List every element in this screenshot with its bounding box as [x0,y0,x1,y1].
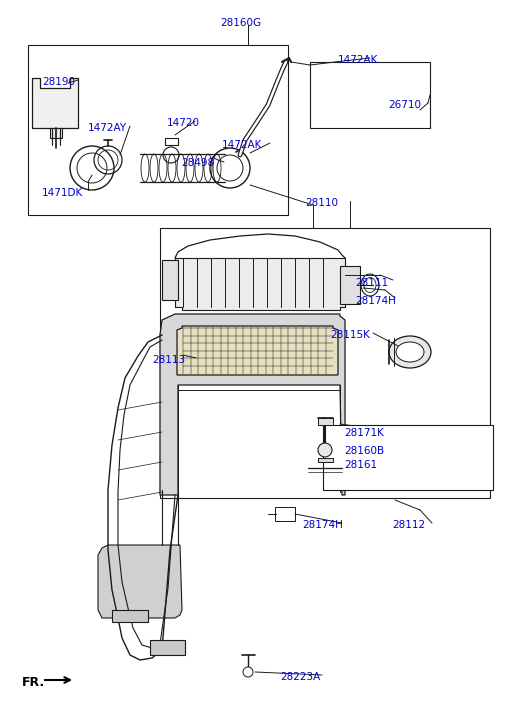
Text: 28111: 28111 [355,278,388,288]
Circle shape [318,443,332,457]
Text: 28190: 28190 [42,77,75,87]
Text: 28161: 28161 [344,460,377,470]
Text: 28223A: 28223A [280,672,320,682]
Text: 28171K: 28171K [344,428,384,438]
Bar [28,45,288,215]
Text: 1471DK: 1471DK [42,188,83,198]
Text: 1472AK: 1472AK [222,140,263,150]
Text: 1472AY: 1472AY [88,123,127,133]
Polygon shape [175,258,345,310]
Polygon shape [50,128,62,138]
Text: 14720: 14720 [167,118,200,128]
Polygon shape [150,640,185,655]
Text: 28112: 28112 [392,520,425,530]
Text: 28115K: 28115K [330,330,370,340]
Text: FR.: FR. [22,676,45,689]
Bar [323,425,493,490]
Text: 28174H: 28174H [302,520,343,530]
Polygon shape [32,78,78,128]
Ellipse shape [396,342,424,362]
Text: 28113: 28113 [152,355,185,365]
Polygon shape [98,545,182,618]
Polygon shape [177,326,338,375]
Text: 26710: 26710 [388,100,421,110]
Text: 28174H: 28174H [355,296,396,306]
Polygon shape [160,314,345,495]
Polygon shape [318,458,333,462]
Polygon shape [112,610,148,622]
Polygon shape [340,266,360,304]
Text: 28160G: 28160G [220,18,261,28]
Text: 28110: 28110 [305,198,338,208]
Circle shape [243,667,253,677]
Polygon shape [162,260,178,300]
Text: 28160B: 28160B [344,446,384,456]
Text: 1472AK: 1472AK [338,55,379,65]
Ellipse shape [389,336,431,368]
Bar [160,228,490,498]
Text: 28498: 28498 [181,158,214,168]
Polygon shape [310,62,430,128]
Polygon shape [318,418,333,425]
